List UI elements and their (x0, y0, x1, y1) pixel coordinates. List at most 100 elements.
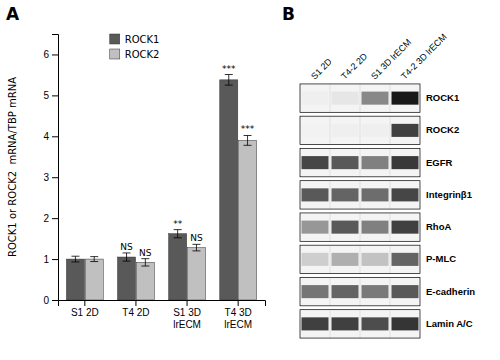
y-tick: 0 (43, 295, 58, 306)
x-tick: T4 2D (122, 300, 149, 318)
x-tick: S1 2D (309, 56, 334, 81)
y-tick: Integrinβ1 (426, 189, 473, 200)
divider (390, 116, 391, 144)
tick-mark (52, 54, 58, 55)
error-bar (141, 259, 149, 266)
band (332, 317, 359, 330)
row-border (300, 84, 420, 112)
divider (360, 213, 361, 241)
row-background (300, 148, 420, 176)
significance-label: *** (241, 124, 255, 134)
band (392, 188, 419, 201)
divider (330, 245, 331, 273)
row-label: P-MLC (426, 253, 456, 264)
band (392, 317, 419, 330)
divider (330, 84, 331, 112)
error-bar (90, 257, 98, 262)
plot-marks (66, 75, 256, 300)
tick-label-line: S1 2D (71, 307, 99, 318)
band (302, 124, 329, 137)
x-tick: S1 3DlrECM (173, 300, 201, 330)
band (392, 156, 419, 169)
tick-label: 5 (43, 90, 49, 101)
band (392, 253, 419, 266)
y-tick: 3 (43, 172, 58, 183)
error-bar (192, 244, 200, 251)
tick-mark (238, 300, 239, 306)
divider (360, 245, 361, 273)
divider (360, 84, 361, 112)
heatmap-cells (300, 84, 420, 338)
tick-label-line: S1 3D (173, 307, 201, 318)
band (302, 317, 329, 330)
y-tick: Lamin A/C (426, 318, 473, 329)
tick-label: 1 (43, 254, 49, 265)
row-border (300, 116, 420, 144)
blot-row (300, 245, 420, 273)
band (332, 221, 359, 234)
band (362, 221, 389, 234)
band (332, 253, 359, 266)
divider (360, 277, 361, 305)
tick-label: T4 3DlrECM (224, 307, 252, 330)
legend-item: ROCK1 (110, 34, 160, 45)
y-tick: E-cadherin (426, 286, 475, 297)
error-bar (174, 230, 182, 238)
tick-mark (52, 259, 58, 260)
y-tick: ROCK1 (426, 92, 460, 103)
band (362, 188, 389, 201)
divider (360, 181, 361, 209)
bar (220, 80, 238, 300)
y-tick: EGFR (426, 157, 453, 168)
row-background (300, 213, 420, 241)
bar (136, 262, 154, 300)
panel-b: BS1 2DT4-2 2DS1 3D lrECMT4-2 3D lrECMROC… (282, 4, 475, 338)
tick-label: 2 (43, 213, 49, 224)
y-tick: 5 (43, 90, 58, 101)
error-bar (244, 135, 252, 145)
band (362, 156, 389, 169)
divider (330, 277, 331, 305)
blot-row (300, 310, 420, 338)
y-tick: RhoA (426, 221, 451, 232)
band (302, 156, 329, 169)
band (392, 221, 419, 234)
tick-label: 3 (43, 172, 49, 183)
legend-label: ROCK2 (125, 49, 160, 60)
column-label: T4-2 2D (339, 51, 369, 81)
band (392, 285, 419, 298)
divider (360, 148, 361, 176)
row-label: Integrinβ1 (426, 189, 473, 200)
figure: 0123456S1 2DT4 2DS1 3DlrECMT4 3DlrECMROC… (0, 0, 500, 360)
tick-label-line: lrECM (173, 319, 201, 330)
row-border (300, 181, 420, 209)
y-tick: P-MLC (426, 253, 456, 264)
bar (187, 248, 205, 300)
axis-line (52, 35, 59, 301)
x-axis: S1 2DT4-2 2DS1 3D lrECMT4-2 3D lrECM (309, 32, 449, 82)
tick-label: S1 2D (71, 307, 99, 318)
row-label: ROCK1 (426, 92, 460, 103)
significance-label: ** (173, 219, 183, 229)
significance-label: *** (222, 64, 236, 74)
tick-mark (84, 300, 85, 306)
legend-item: ROCK2 (110, 49, 160, 60)
band (332, 156, 359, 169)
tick-mark (187, 300, 188, 306)
row-label: E-cadherin (426, 286, 475, 297)
x-tick: T4-2 3D lrECM (399, 32, 449, 82)
error-bar (71, 256, 79, 262)
row-border (300, 148, 420, 176)
tick-mark (135, 300, 136, 306)
bar (85, 259, 103, 300)
column-label: S1 2D (309, 56, 334, 81)
divider (390, 245, 391, 273)
y-tick: 6 (43, 49, 58, 60)
row-border (300, 277, 420, 305)
legend-label: ROCK1 (125, 34, 160, 45)
tick-mark (52, 300, 58, 301)
row-background (300, 181, 420, 209)
annotations: NS*****NSNS*** (120, 64, 254, 258)
blot-row (300, 116, 420, 144)
row-border (300, 213, 420, 241)
